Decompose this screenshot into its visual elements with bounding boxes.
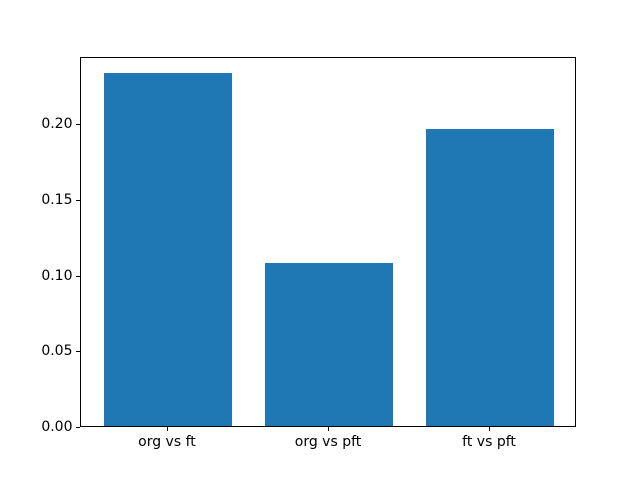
- y-tick-mark: [76, 124, 80, 126]
- y-tick-mark: [76, 427, 80, 428]
- y-tick-mark: [76, 351, 80, 353]
- bar-org-vs-ft: [103, 73, 233, 426]
- y-tick-mark: [76, 200, 80, 201]
- x-tick-mark: [166, 427, 168, 431]
- x-tick-mark: [328, 427, 329, 431]
- y-tick-label: 0.15: [41, 192, 73, 208]
- x-tick-mark: [489, 427, 491, 431]
- x-tick-label: org vs pft: [294, 434, 362, 450]
- bar-ft-vs-pft: [425, 129, 555, 426]
- x-tick-label: ft vs pft: [462, 434, 516, 450]
- x-tick-label: org vs ft: [138, 434, 196, 450]
- plot-area: [80, 57, 576, 427]
- y-tick-label: 0.10: [41, 267, 73, 284]
- y-tick-label: 0.00: [41, 419, 73, 435]
- y-tick-label: 0.05: [41, 343, 73, 360]
- y-tick-label: 0.20: [41, 116, 73, 133]
- y-tick-mark: [76, 275, 80, 277]
- bar-org-vs-pft: [264, 262, 394, 426]
